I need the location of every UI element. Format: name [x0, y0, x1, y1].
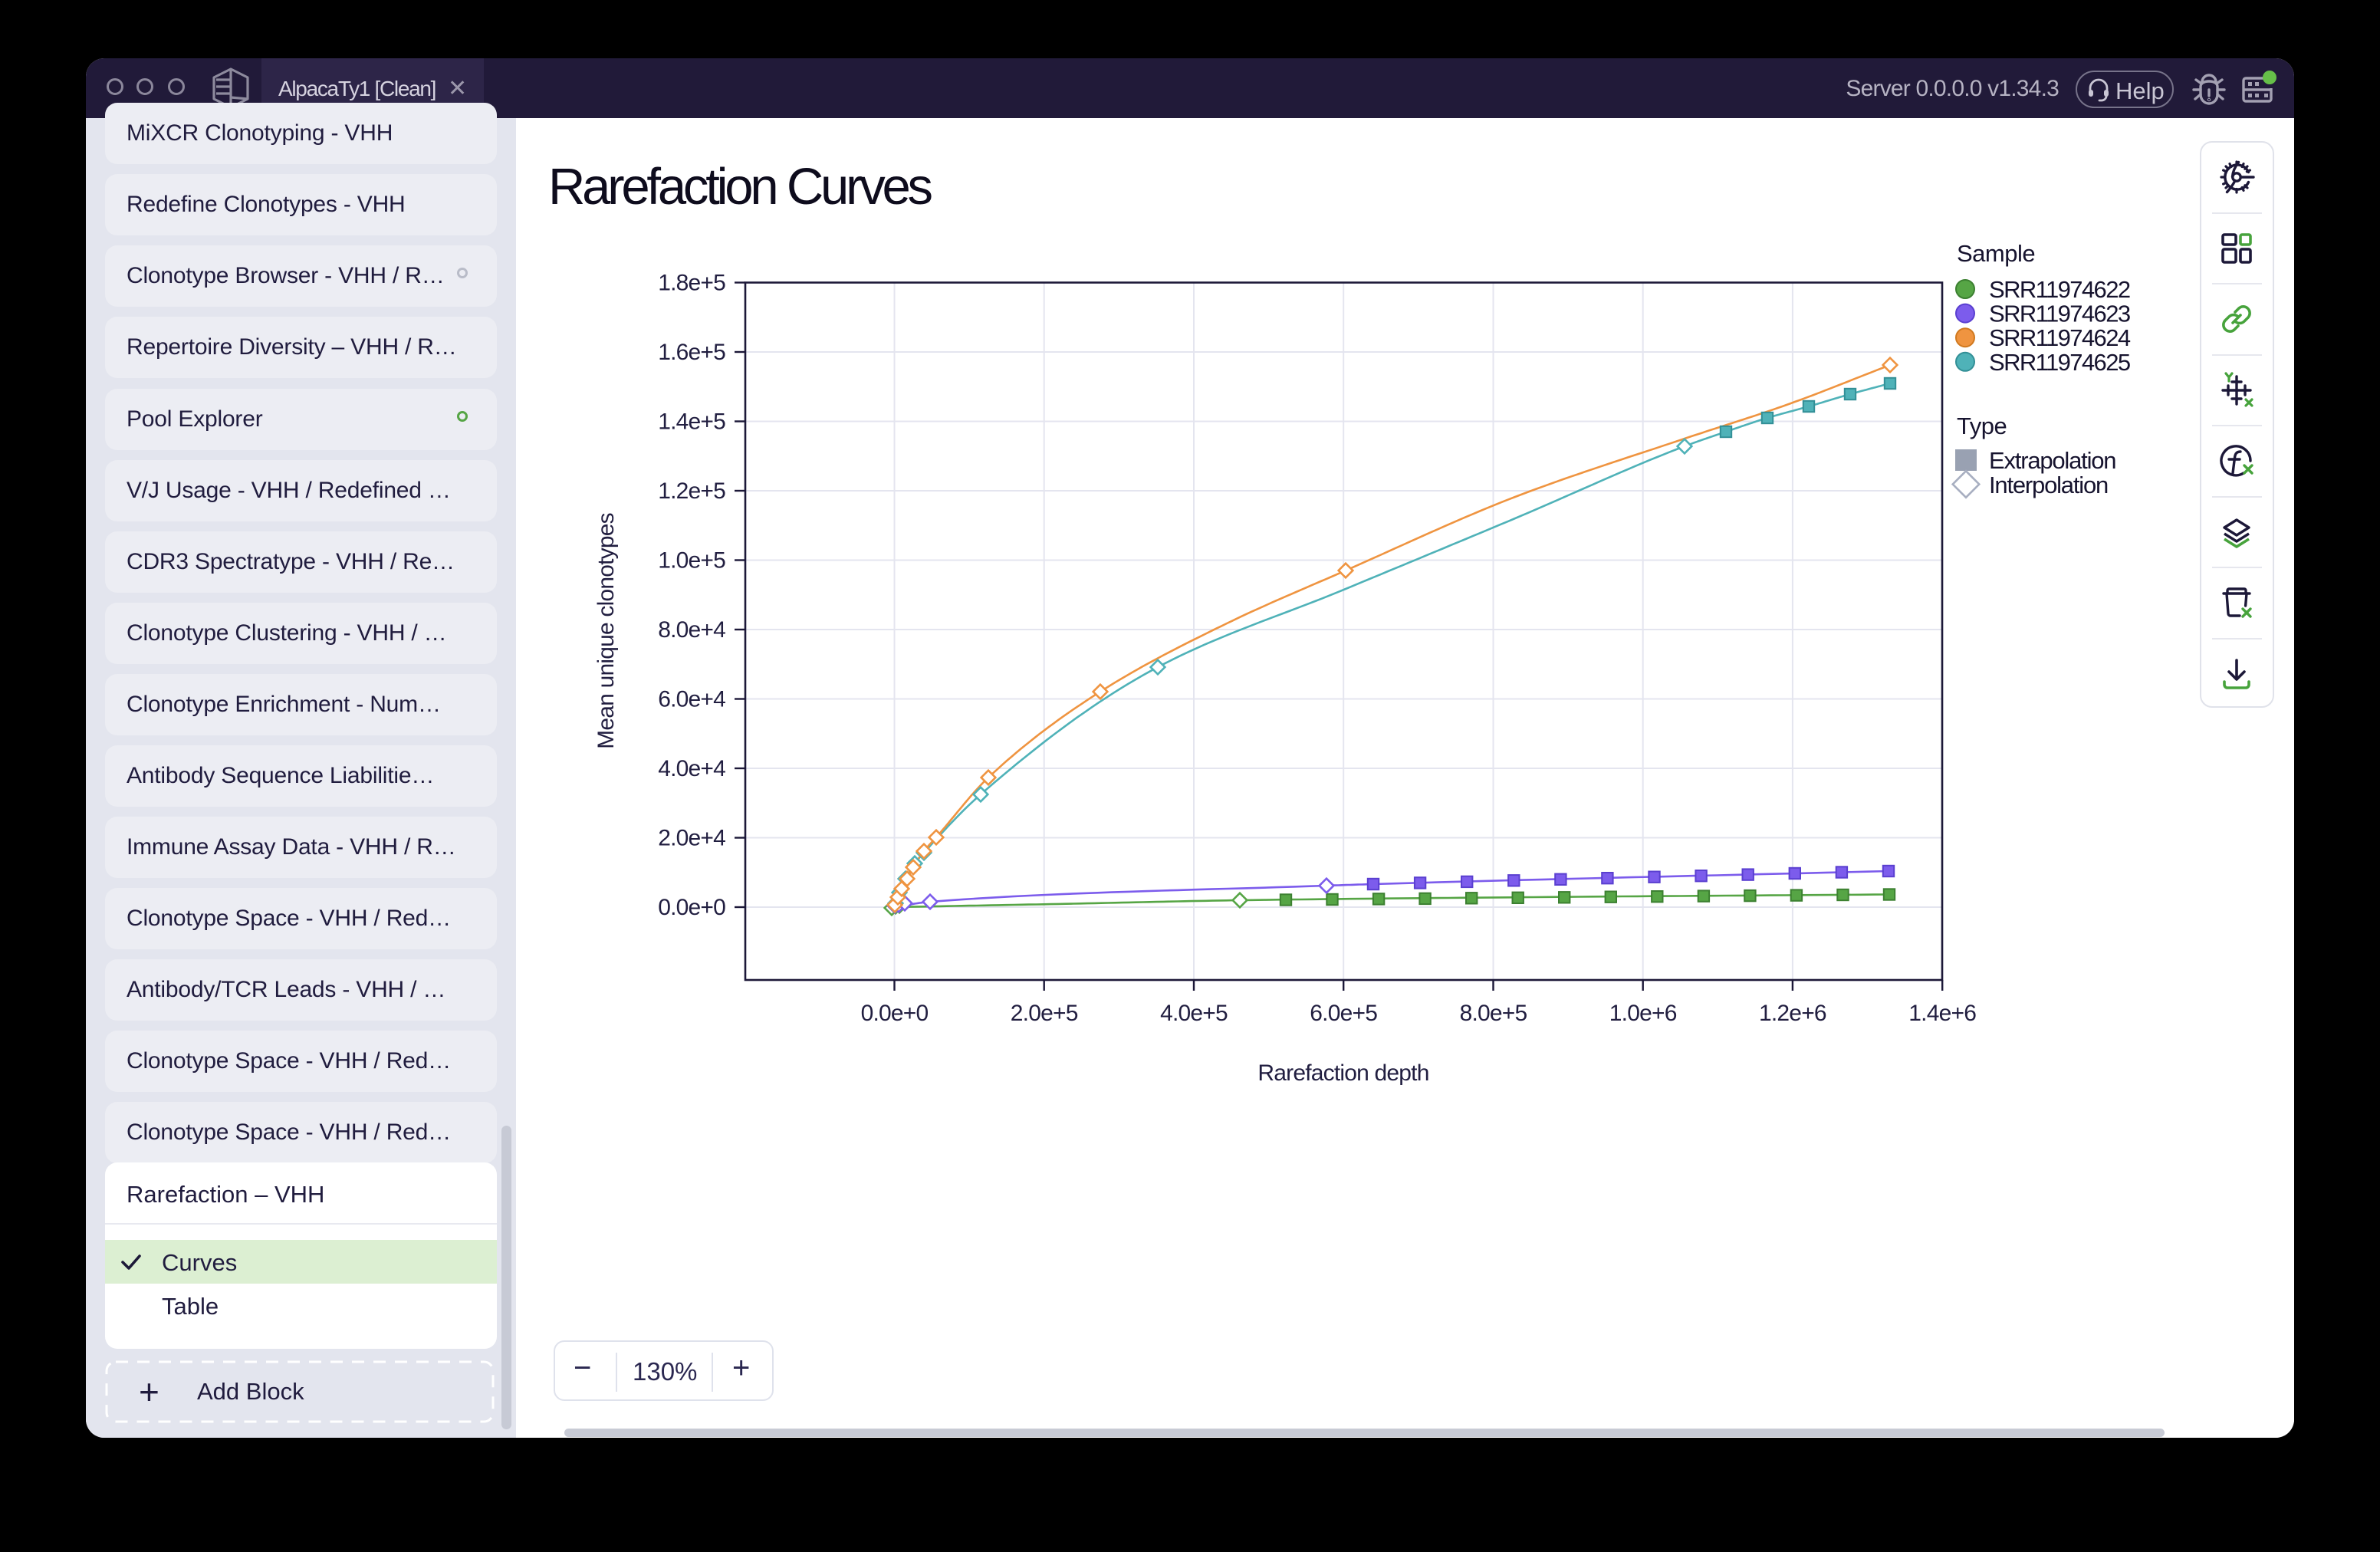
svg-text:2.0e+5: 2.0e+5 — [1011, 1001, 1078, 1026]
svg-text:Interpolation: Interpolation — [1989, 472, 2108, 498]
svg-text:Rarefaction depth: Rarefaction depth — [1257, 1060, 1428, 1086]
svg-text:4.0e+4: 4.0e+4 — [658, 756, 725, 781]
svg-text:1.4e+6: 1.4e+6 — [1908, 1001, 1976, 1026]
svg-text:SRR11974625: SRR11974625 — [1989, 349, 2130, 376]
svg-text:8.0e+5: 8.0e+5 — [1460, 1001, 1527, 1026]
svg-text:1.6e+5: 1.6e+5 — [658, 340, 725, 365]
svg-text:SRR11974622: SRR11974622 — [1989, 276, 2130, 303]
svg-text:SRR11974623: SRR11974623 — [1989, 301, 2130, 327]
svg-text:1.8e+5: 1.8e+5 — [658, 271, 725, 296]
svg-text:2.0e+4: 2.0e+4 — [658, 826, 725, 851]
svg-text:8.0e+4: 8.0e+4 — [658, 617, 725, 643]
svg-text:1.4e+5: 1.4e+5 — [658, 409, 725, 435]
svg-text:0.0e+0: 0.0e+0 — [658, 895, 725, 920]
svg-text:1.2e+5: 1.2e+5 — [658, 478, 725, 504]
svg-text:4.0e+5: 4.0e+5 — [1160, 1001, 1228, 1026]
svg-text:1.2e+6: 1.2e+6 — [1759, 1001, 1826, 1026]
svg-text:1.0e+6: 1.0e+6 — [1609, 1001, 1677, 1026]
svg-text:6.0e+4: 6.0e+4 — [658, 687, 725, 712]
svg-text:Sample: Sample — [1957, 240, 2035, 267]
svg-text:Extrapolation: Extrapolation — [1989, 447, 2115, 474]
svg-text:0.0e+0: 0.0e+0 — [861, 1001, 929, 1026]
svg-text:Mean unique clonotypes: Mean unique clonotypes — [593, 513, 619, 749]
svg-text:Type: Type — [1957, 413, 2007, 439]
svg-text:6.0e+5: 6.0e+5 — [1310, 1001, 1377, 1026]
svg-text:SRR11974624: SRR11974624 — [1989, 324, 2131, 351]
svg-text:1.0e+5: 1.0e+5 — [658, 548, 725, 574]
